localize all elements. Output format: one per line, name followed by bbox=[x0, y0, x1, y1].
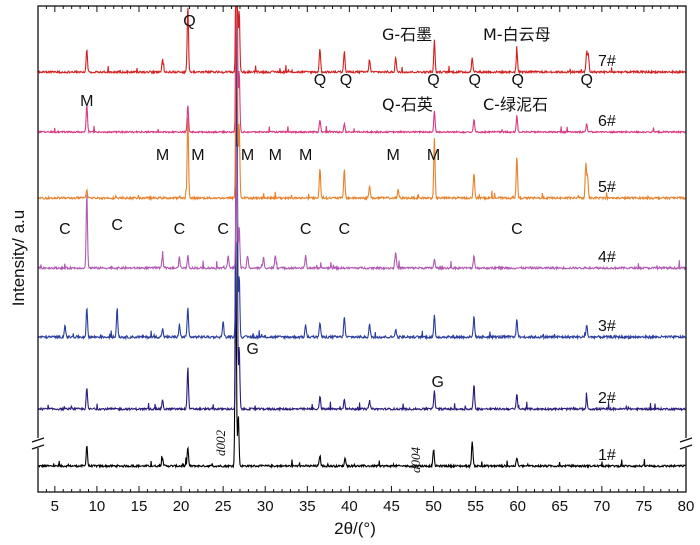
x-tick-label: 55 bbox=[467, 498, 484, 515]
peak-label-q-3: Q bbox=[427, 72, 439, 89]
peak-label-c-19: C bbox=[300, 221, 312, 238]
series-label-4: 4# bbox=[598, 249, 616, 266]
x-tick-label: 75 bbox=[636, 498, 653, 515]
series-7-line bbox=[37, 6, 686, 75]
peak-label-m-9: M bbox=[191, 147, 204, 164]
peak-label-m-14: M bbox=[427, 147, 440, 164]
plot-frame bbox=[37, 5, 687, 493]
peak-label-c-20: C bbox=[339, 221, 351, 238]
peak-label-c-17: C bbox=[174, 221, 186, 238]
x-tick-label: 10 bbox=[89, 498, 106, 515]
legend-quartz: Q-石英 bbox=[382, 95, 433, 114]
miller-index-1: d004 bbox=[408, 447, 423, 474]
peak-label-c-15: C bbox=[59, 221, 71, 238]
series-label-1: 1# bbox=[598, 447, 616, 464]
series-1-line bbox=[38, 241, 687, 470]
axis-break-right bbox=[679, 437, 693, 450]
peak-label-m-8: M bbox=[156, 147, 169, 164]
peak-label-q-2: Q bbox=[340, 72, 352, 89]
legend-chlorite: C-绿泥石 bbox=[483, 95, 548, 114]
series-label-5: 5# bbox=[598, 179, 616, 196]
x-tick-label: 65 bbox=[551, 498, 568, 515]
peak-label-c-16: C bbox=[111, 217, 123, 234]
peak-label-g-23: G bbox=[432, 374, 444, 391]
x-tick-label: 45 bbox=[383, 498, 400, 515]
series-label-7: 7# bbox=[598, 53, 616, 70]
peak-label-q-1: Q bbox=[314, 72, 326, 89]
peak-label-q-4: Q bbox=[469, 72, 481, 89]
miller-index-0: d002 bbox=[213, 430, 228, 457]
peak-label-c-18: C bbox=[217, 221, 229, 238]
x-tick-label: 40 bbox=[341, 498, 358, 515]
peak-label-m-7: M bbox=[80, 93, 93, 110]
peak-label-q-5: Q bbox=[511, 72, 523, 89]
x-tick-label: 60 bbox=[509, 498, 526, 515]
x-tick-label: 5 bbox=[51, 498, 59, 515]
x-axis-title: 2θ/(°) bbox=[334, 519, 376, 538]
peak-label-m-10: M bbox=[241, 147, 254, 164]
x-tick-label: 25 bbox=[215, 498, 232, 515]
peak-label-g-22: G bbox=[246, 341, 258, 358]
peak-label-m-13: M bbox=[386, 147, 399, 164]
peak-label-q-0: Q bbox=[183, 13, 195, 30]
series-label-3: 3# bbox=[598, 318, 616, 335]
x-tick-label: 50 bbox=[425, 498, 442, 515]
axis-break-left bbox=[31, 437, 45, 450]
peak-label-m-12: M bbox=[299, 147, 312, 164]
peak-label-c-21: C bbox=[511, 221, 523, 238]
series-2-line bbox=[37, 42, 687, 413]
series-label-2: 2# bbox=[598, 390, 616, 407]
x-tick-label: 80 bbox=[678, 498, 695, 515]
series-label-6: 6# bbox=[598, 113, 616, 130]
peak-label-q-6: Q bbox=[580, 72, 592, 89]
x-tick-label: 15 bbox=[131, 498, 148, 515]
legend-graphite: G-石墨 bbox=[382, 25, 432, 44]
series-6-line bbox=[37, 6, 687, 135]
x-tick-label: 20 bbox=[173, 498, 190, 515]
peak-label-m-11: M bbox=[269, 147, 282, 164]
x-tick-label: 30 bbox=[257, 498, 274, 515]
x-tick-label: 70 bbox=[594, 498, 611, 515]
y-axis-title: Intensity/ a.u bbox=[9, 210, 28, 306]
legend-muscovite: M-白云母 bbox=[483, 25, 551, 44]
series-5-line bbox=[37, 6, 687, 202]
series-4-line bbox=[37, 146, 687, 272]
x-tick-label: 35 bbox=[299, 498, 316, 515]
series-3-line bbox=[37, 6, 687, 341]
